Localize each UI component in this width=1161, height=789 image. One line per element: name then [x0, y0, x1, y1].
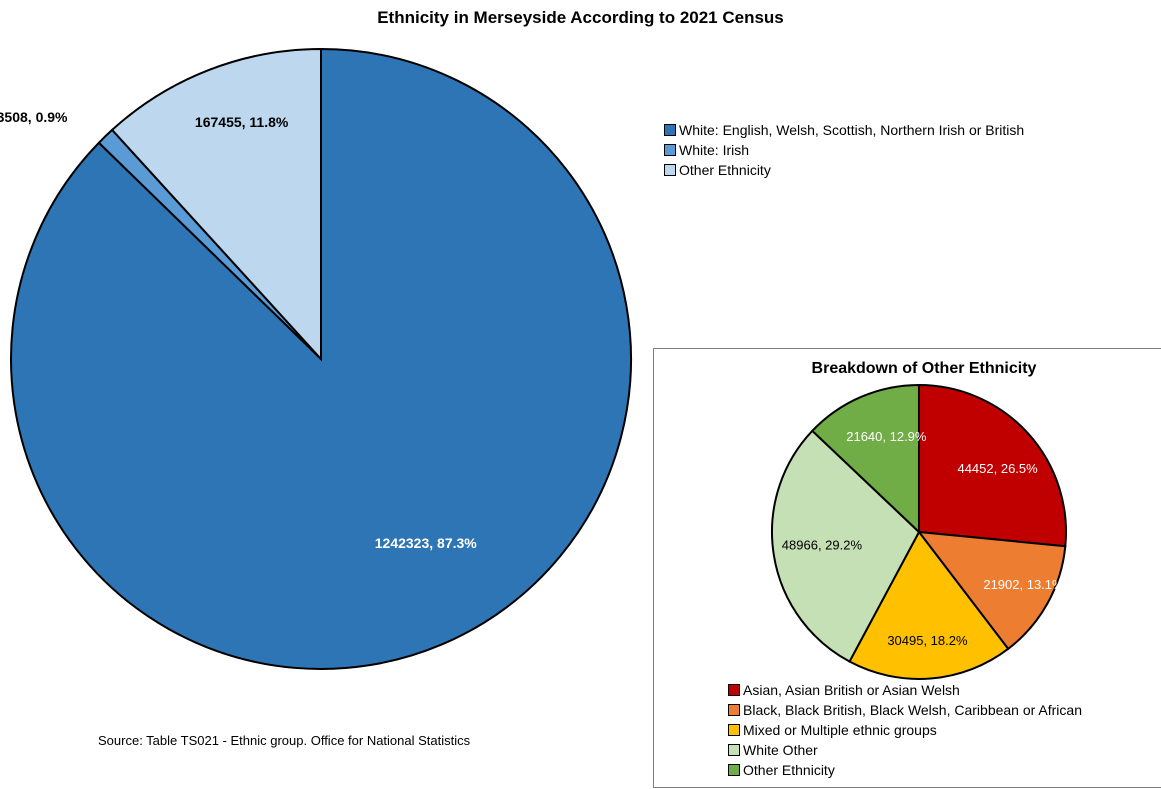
slice-data-label: 21902, 13.1%: [983, 577, 1064, 592]
legend-item: White: Irish: [664, 140, 1024, 160]
legend-label: Other Ethnicity: [743, 762, 835, 778]
source-note: Source: Table TS021 - Ethnic group. Offi…: [98, 733, 471, 748]
main-legend: White: English, Welsh, Scottish, Norther…: [664, 120, 1024, 180]
legend-swatch: [728, 744, 740, 756]
pie-slice: [110, 47, 322, 362]
legend-label: Other Ethnicity: [679, 162, 771, 178]
pie-slice: [848, 530, 1010, 680]
slice-data-label: 1242323, 87.3%: [375, 535, 478, 551]
pie-slice: [916, 530, 1067, 651]
legend-label: White: Irish: [679, 142, 750, 158]
sub-legend: Asian, Asian British or Asian Welsh Black…: [728, 680, 1082, 780]
slice-data-label: 48966, 29.2%: [782, 537, 863, 552]
sub-pie-chart: 44452, 26.5% 21902, 13.1% 30495, 18.2% 4896…: [771, 383, 1067, 680]
pie-slice: [810, 383, 920, 535]
legend-item: Other Ethnicity: [728, 760, 1082, 780]
slice-data-label: 21640, 12.9%: [846, 429, 927, 444]
legend-label: Asian, Asian British or Asian Welsh: [743, 682, 960, 698]
slice-data-label: 167455, 11.8%: [195, 114, 289, 130]
legend-item: White: English, Welsh, Scottish, Norther…: [664, 120, 1024, 140]
legend-item: White Other: [728, 740, 1082, 760]
legend-swatch: [728, 764, 740, 776]
main-chart-title: Ethnicity in Merseyside According to 202…: [377, 8, 784, 27]
legend-label: White Other: [743, 742, 818, 758]
sub-chart-panel: Breakdown of Other Ethnicity 44452, 26.5…: [653, 348, 1161, 788]
pie-slice: [771, 429, 921, 663]
pie-slice: [918, 383, 1067, 548]
legend-swatch: [664, 144, 676, 156]
sub-chart-title: Breakdown of Other Ethnicity: [811, 360, 1037, 377]
legend-item: Other Ethnicity: [664, 160, 1024, 180]
legend-swatch: [664, 124, 676, 136]
legend-swatch: [728, 724, 740, 736]
legend-label: White: English, Welsh, Scottish, Norther…: [679, 122, 1025, 138]
legend-item: Black, Black British, Black Welsh, Carib…: [728, 700, 1082, 720]
legend-swatch: [728, 684, 740, 696]
slice-data-label: 30495, 18.2%: [887, 633, 968, 648]
legend-label: Black, Black British, Black Welsh, Carib…: [743, 702, 1082, 718]
legend-label: Mixed or Multiple ethnic groups: [743, 722, 937, 738]
legend-item: Mixed or Multiple ethnic groups: [728, 720, 1082, 740]
slice-data-label: 13508, 0.9%: [0, 109, 68, 125]
slice-data-label: 44452, 26.5%: [957, 461, 1038, 476]
legend-swatch: [728, 704, 740, 716]
legend-item: Asian, Asian British or Asian Welsh: [728, 680, 1082, 700]
legend-swatch: [664, 164, 676, 176]
